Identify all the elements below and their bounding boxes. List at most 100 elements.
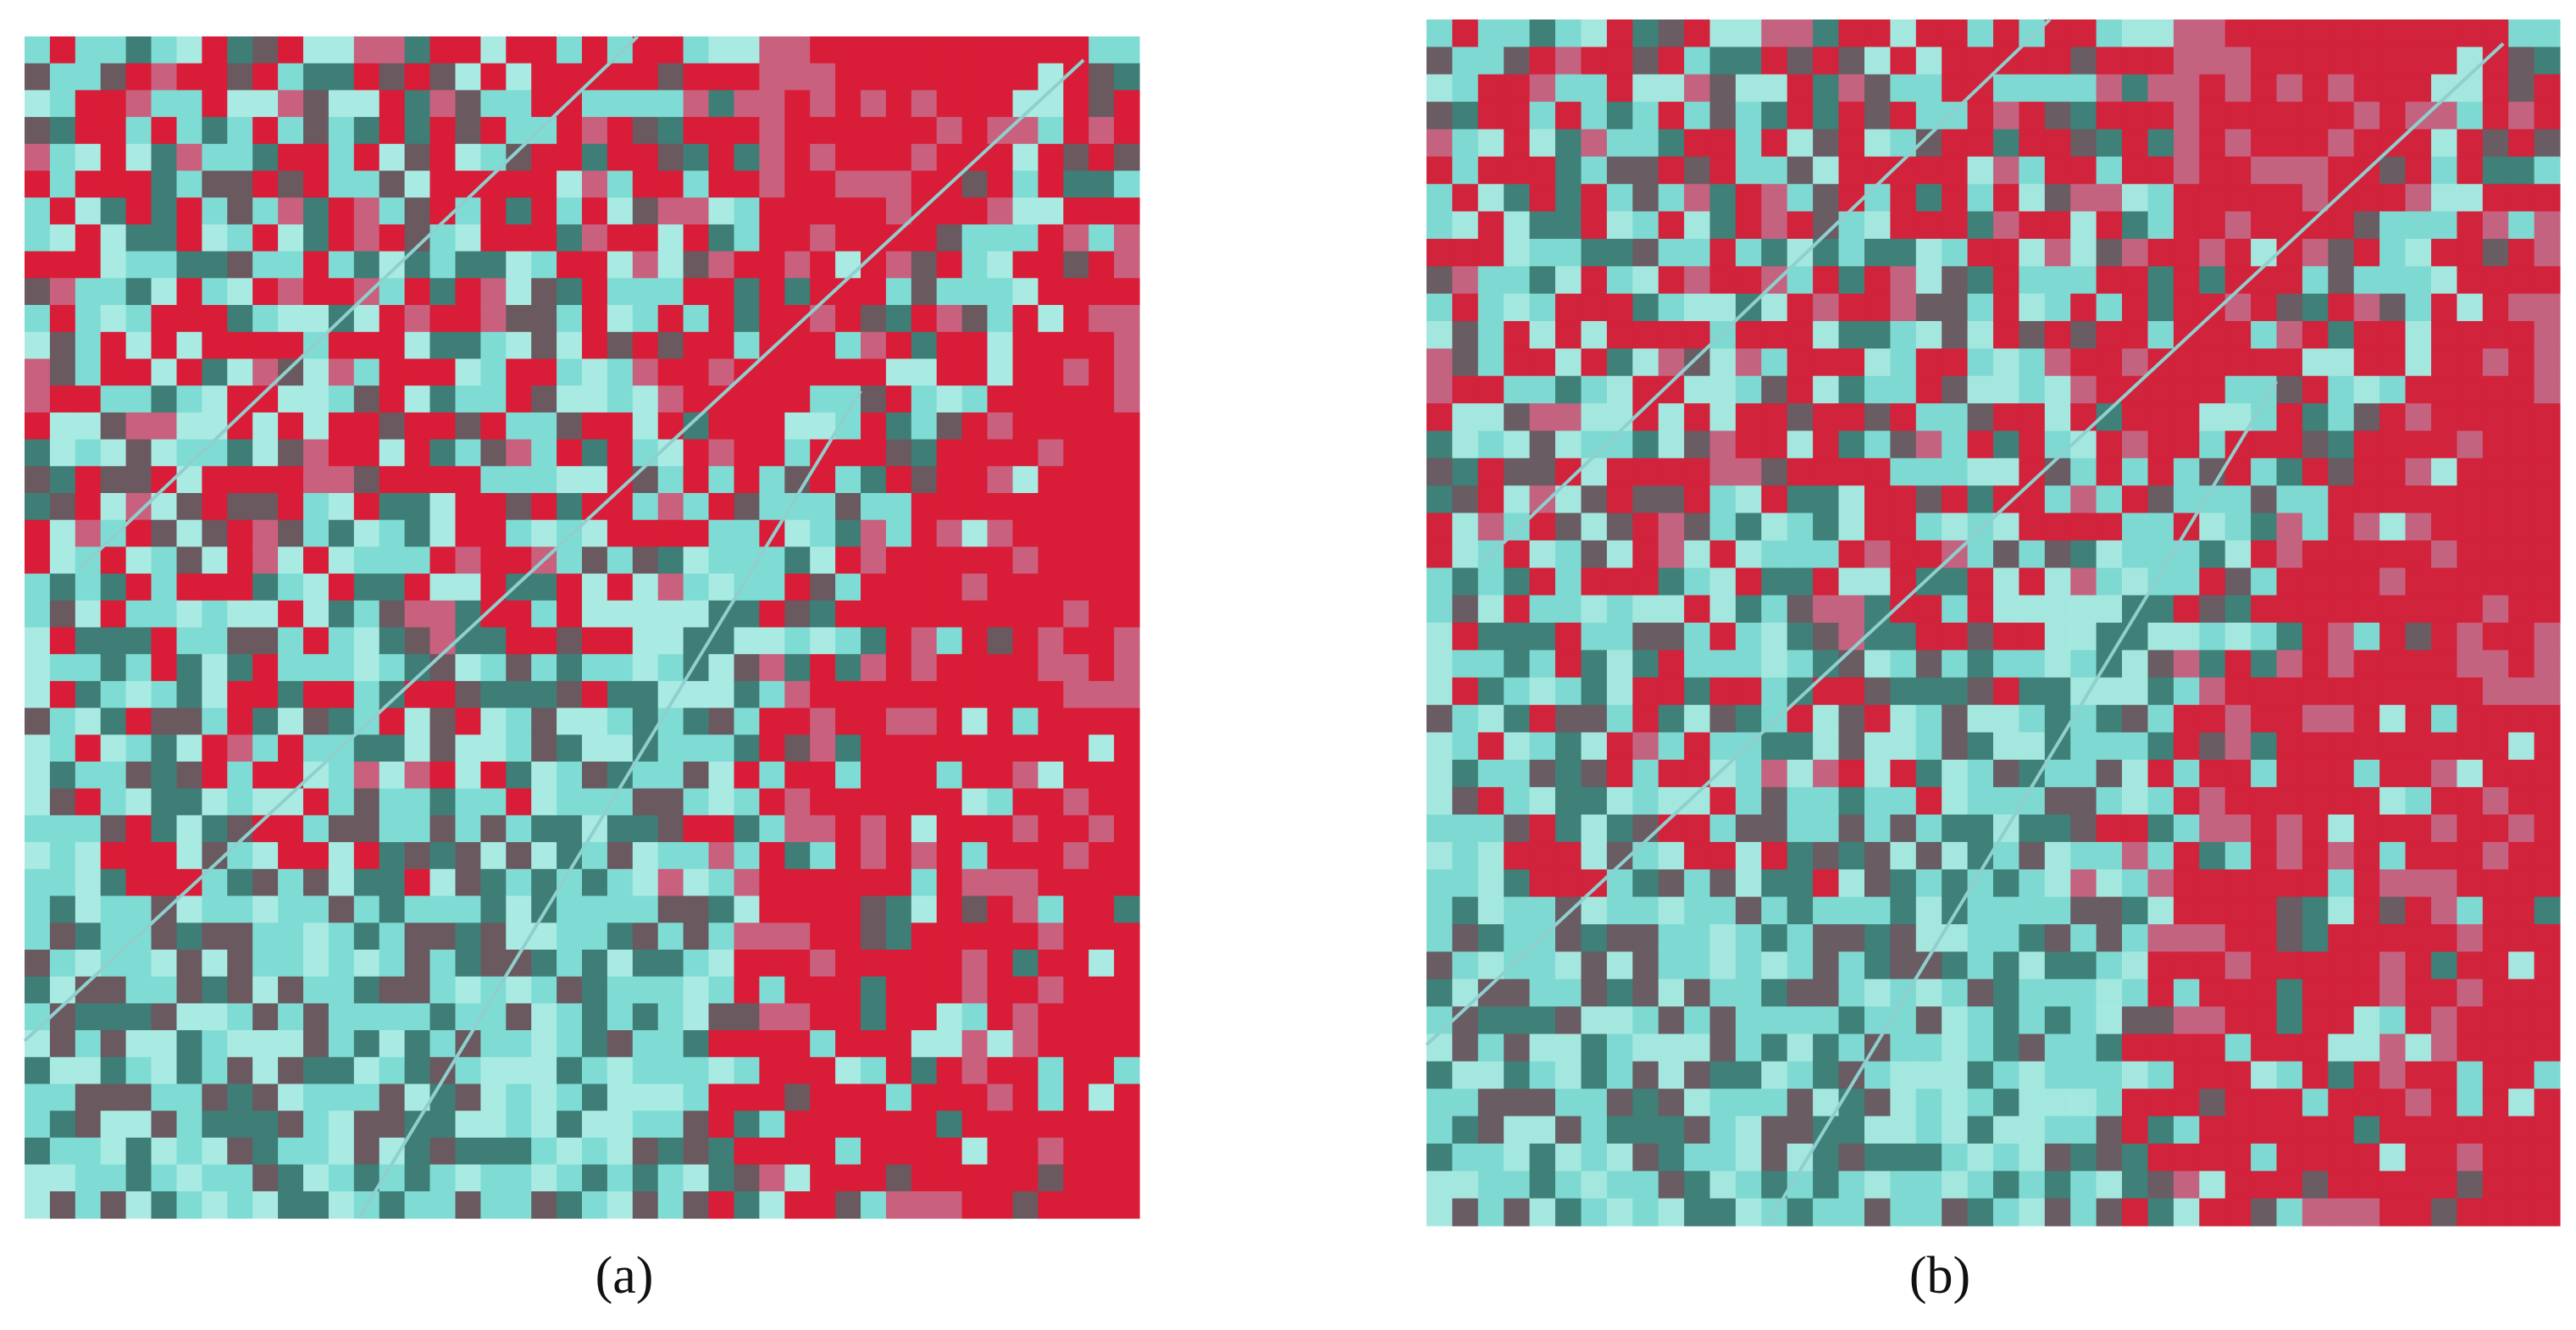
image-pixel: [759, 278, 785, 306]
image-pixel: [1967, 650, 1994, 679]
image-pixel: [75, 90, 102, 118]
image-pixel: [1555, 513, 1582, 541]
image-pixel: [861, 305, 887, 333]
image-pixel: [632, 36, 659, 64]
image-pixel: [1838, 485, 1865, 514]
image-pixel: [1529, 841, 1556, 870]
image-pixel: [151, 1003, 177, 1031]
image-pixel: [1555, 568, 1582, 596]
image-pixel: [759, 412, 785, 441]
image-pixel: [176, 305, 202, 333]
image-pixel: [49, 63, 76, 91]
image-pixel: [278, 278, 304, 306]
image-pixel: [759, 493, 785, 521]
image-pixel: [2508, 705, 2535, 734]
image-pixel: [328, 197, 355, 225]
image-pixel: [2224, 732, 2252, 761]
image-pixel: [328, 923, 355, 950]
image-pixel: [657, 788, 684, 816]
image-pixel: [1915, 1006, 1942, 1035]
image-pixel: [506, 224, 532, 252]
image-pixel: [2508, 759, 2535, 788]
image-pixel: [202, 331, 228, 360]
image-pixel: [987, 170, 1013, 198]
image-pixel: [1012, 305, 1039, 333]
image-pixel: [278, 923, 304, 950]
image-pixel: [429, 305, 456, 333]
image-pixel: [480, 654, 507, 682]
image-pixel: [429, 1030, 456, 1058]
image-pixel: [1452, 951, 1479, 980]
image-pixel: [49, 1111, 76, 1139]
image-pixel: [2070, 74, 2097, 103]
image-pixel: [1504, 595, 1531, 623]
image-pixel: [2534, 19, 2561, 47]
image-pixel: [759, 36, 785, 64]
image-pixel: [961, 466, 989, 494]
image-pixel: [632, 868, 659, 897]
image-pixel: [1581, 814, 1608, 843]
image-pixel: [176, 358, 202, 386]
image-pixel: [1477, 457, 1504, 486]
image-pixel: [404, 950, 431, 978]
image-pixel: [2070, 293, 2097, 322]
image-pixel: [328, 627, 355, 655]
image-pixel: [353, 305, 380, 333]
image-pixel: [861, 734, 887, 762]
image-pixel: [429, 278, 456, 306]
image-pixel: [100, 1056, 127, 1085]
image-pixel: [252, 224, 279, 252]
image-pixel: [2019, 74, 2046, 103]
image-pixel: [2405, 238, 2432, 267]
image-pixel: [987, 1003, 1013, 1031]
image-pixel: [2431, 430, 2457, 459]
image-pixel: [379, 1111, 406, 1139]
image-pixel: [936, 519, 963, 547]
image-pixel: [2302, 321, 2329, 349]
image-pixel: [2070, 457, 2097, 486]
image-pixel: [1761, 211, 1788, 240]
image-pixel: [1581, 403, 1608, 432]
image-pixel: [936, 143, 963, 172]
image-pixel: [25, 170, 51, 198]
image-pixel: [2199, 1171, 2226, 1200]
image-pixel: [404, 385, 431, 413]
image-pixel: [1735, 978, 1762, 1007]
image-pixel: [328, 868, 355, 897]
image-pixel: [1632, 896, 1659, 925]
image-pixel: [632, 331, 659, 360]
image-pixel: [632, 923, 659, 950]
image-pixel: [2251, 129, 2278, 158]
image-pixel: [25, 143, 51, 172]
image-pixel: [1658, 732, 1685, 761]
image-pixel: [2328, 978, 2355, 1007]
image-pixel: [734, 1164, 760, 1192]
image-pixel: [531, 1164, 557, 1192]
image-pixel: [328, 224, 355, 252]
image-pixel: [1038, 546, 1064, 574]
image-pixel: [759, 895, 785, 923]
image-pixel: [885, 842, 912, 870]
image-pixel: [708, 923, 734, 950]
image-pixel: [202, 519, 228, 547]
image-pixel: [1993, 1006, 2019, 1035]
image-pixel: [961, 117, 989, 145]
image-pixel: [2379, 978, 2407, 1007]
image-pixel: [1915, 841, 1942, 870]
image-pixel: [1426, 650, 1453, 679]
image-pixel: [657, 600, 684, 629]
image-pixel: [404, 627, 431, 655]
image-pixel: [100, 1191, 127, 1219]
image-pixel: [1581, 102, 1608, 130]
image-pixel: [1555, 841, 1582, 870]
image-pixel: [1993, 102, 2019, 130]
image-pixel: [1477, 568, 1504, 596]
image-pixel: [2379, 732, 2407, 761]
image-pixel: [2534, 759, 2561, 788]
image-pixel: [2431, 513, 2457, 541]
image-pixel: [2070, 266, 2097, 295]
image-pixel: [708, 654, 734, 682]
image-pixel: [1555, 1143, 1582, 1172]
image-pixel: [2147, 650, 2174, 679]
image-pixel: [1632, 540, 1659, 568]
